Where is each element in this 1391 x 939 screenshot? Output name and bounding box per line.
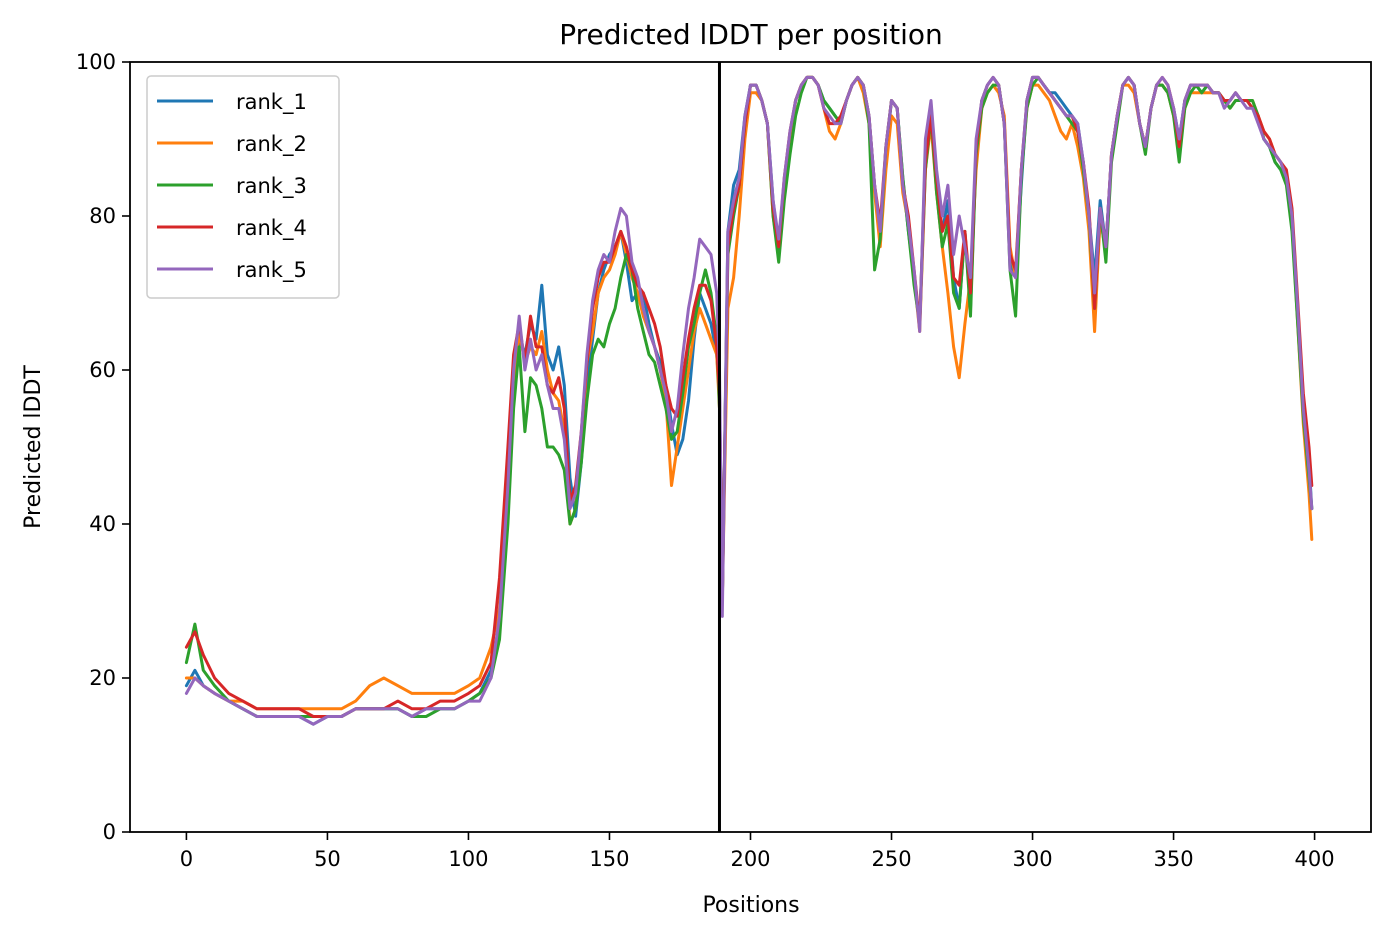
legend: rank_1 rank_2 rank_3 rank_4 rank_5	[146, 75, 340, 299]
x-tick-label: 150	[589, 847, 629, 871]
x-tick-label: 50	[314, 847, 341, 871]
legend-box	[146, 75, 340, 299]
y-tick-label: 100	[76, 50, 116, 74]
x-axis-label: Positions	[702, 893, 799, 918]
legend-label: rank_1	[236, 90, 307, 115]
x-tick-label: 200	[730, 847, 770, 871]
x-tick-label: 100	[448, 847, 488, 871]
x-tick-label: 350	[1154, 847, 1194, 871]
series-line-rank-4	[184, 75, 1314, 718]
series-layer	[184, 75, 1314, 726]
legend-label: rank_5	[236, 258, 307, 283]
y-tick-label: 20	[89, 666, 116, 690]
x-tick-label: 250	[871, 847, 911, 871]
x-tick-label: 400	[1295, 847, 1335, 871]
y-tick-label: 40	[89, 512, 116, 536]
y-tick-label: 80	[89, 204, 116, 228]
y-axis-label: Predicted lDDT	[21, 365, 46, 529]
legend-label: rank_2	[236, 132, 307, 157]
legend-label: rank_3	[236, 174, 307, 199]
series-line-rank-2	[184, 75, 1314, 711]
plot-area	[129, 61, 1372, 833]
x-tick-label: 300	[1012, 847, 1052, 871]
x-tick-label: 0	[180, 847, 193, 871]
x-axis: 0 50 100 150 200 250 300 350 400	[180, 832, 1335, 871]
y-tick-label: 0	[103, 820, 116, 844]
chart-title: Predicted lDDT per position	[559, 18, 943, 51]
y-tick-label: 60	[89, 358, 116, 382]
series-line-rank-1	[184, 75, 1314, 726]
series-line-rank-5	[184, 75, 1314, 726]
legend-label: rank_4	[236, 216, 307, 241]
series-line-rank-3	[184, 75, 1314, 718]
y-axis: 0 20 40 60 80 100	[76, 50, 130, 844]
